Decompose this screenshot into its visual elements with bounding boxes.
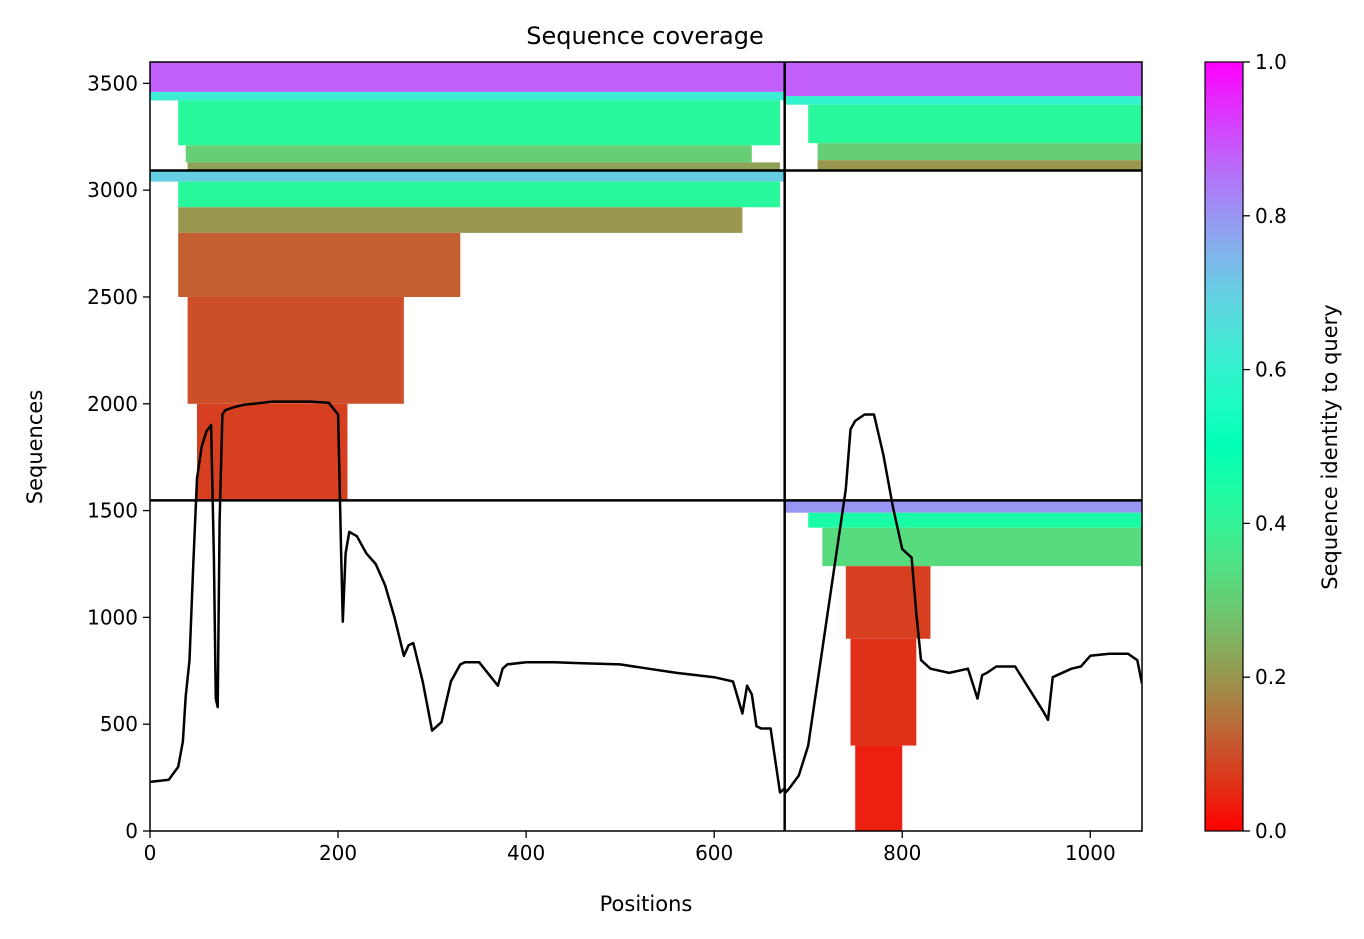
- msa-band: [185, 145, 752, 163]
- msa-band: [150, 170, 785, 182]
- msa-band: [822, 527, 1142, 567]
- x-tick-label: 200: [319, 841, 357, 865]
- msa-band: [817, 160, 1142, 171]
- msa-band: [784, 62, 1142, 97]
- y-tick-label: 2500: [87, 285, 138, 309]
- msa-band: [178, 207, 743, 233]
- x-axis-label: Positions: [600, 892, 693, 916]
- msa-band: [150, 62, 785, 92]
- coverage-line: [150, 400, 1142, 794]
- chain-boundaries: [150, 62, 1142, 831]
- colorbar-ticks: 0.0 0.2 0.4 0.6 0.8 1.0: [1243, 50, 1287, 843]
- y-tick-label: 1500: [87, 499, 138, 523]
- msa-heatmap: [150, 62, 1142, 831]
- colorbar-tick-label: 1.0: [1255, 50, 1287, 74]
- colorbar-tick-label: 0.2: [1255, 665, 1287, 689]
- msa-band: [808, 512, 1142, 528]
- y-axis-label: Sequences: [23, 390, 47, 505]
- colorbar-tick-label: 0.6: [1255, 358, 1287, 382]
- y-axis-ticks: 0 500 1000 1500 2000 2500 3000 3500: [87, 71, 150, 843]
- colorbar-tick-label: 0.8: [1255, 204, 1287, 228]
- x-tick-label: 1000: [1065, 841, 1116, 865]
- msa-band: [178, 100, 780, 146]
- msa-band: [817, 143, 1142, 161]
- plot-frame: [149, 61, 1143, 832]
- y-tick-label: 500: [100, 712, 138, 736]
- colorbar-tick-label: 0.0: [1255, 819, 1287, 843]
- x-tick-label: 0: [144, 841, 157, 865]
- x-tick-label: 400: [507, 841, 545, 865]
- msa-band: [850, 638, 917, 746]
- y-tick-label: 1000: [87, 605, 138, 629]
- msa-band: [178, 181, 780, 208]
- x-axis-ticks: 0 200 400 600 800 1000: [144, 831, 1116, 865]
- colorbar-tick-label: 0.4: [1255, 511, 1287, 535]
- y-tick-label: 2000: [87, 392, 138, 416]
- colorbar-label: Sequence identity to query: [1318, 304, 1342, 589]
- colorbar: 0.0 0.2 0.4 0.6 0.8 1.0 Sequence identity to …: [1204, 50, 1342, 843]
- y-tick-label: 3000: [87, 178, 138, 202]
- x-tick-label: 800: [883, 841, 921, 865]
- y-tick-label: 0: [125, 819, 138, 843]
- coverage-line-path: [150, 400, 1142, 794]
- colorbar-gradient: [1204, 61, 1244, 832]
- msa-band: [187, 162, 780, 171]
- msa-band: [784, 96, 1142, 105]
- y-tick-label: 3500: [87, 71, 138, 95]
- msa-band: [150, 91, 785, 101]
- chart-title: Sequence coverage: [526, 22, 763, 50]
- msa-band: [808, 104, 1142, 144]
- msa-band: [855, 745, 903, 831]
- msa-band: [187, 296, 404, 404]
- x-tick-label: 600: [695, 841, 733, 865]
- msa-band: [178, 232, 461, 297]
- msa-band: [784, 500, 1142, 513]
